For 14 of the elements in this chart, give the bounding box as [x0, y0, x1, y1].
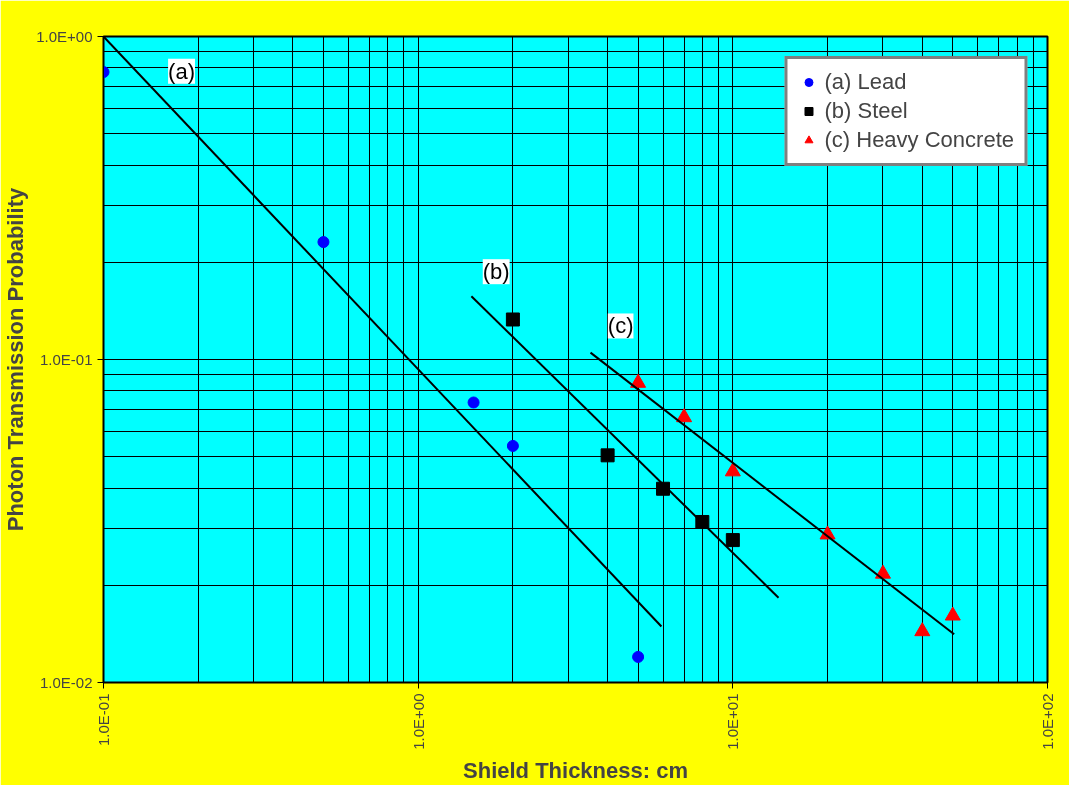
- y-tick-label: 1.0E+00: [36, 28, 93, 45]
- x-axis-title: Shield Thickness: cm: [463, 757, 688, 783]
- y-tick-label: 1.0E-01: [39, 351, 93, 368]
- annotation: (b): [482, 259, 510, 285]
- legend-label: (a) Lead: [824, 69, 907, 95]
- x-tick-label: 1.0E+01: [724, 693, 742, 750]
- annotation: (a): [168, 58, 195, 84]
- annotation: (c): [607, 313, 634, 339]
- y-axis-title: Photon Transmission Probability: [3, 186, 29, 532]
- x-tick-label: 1.0E+00: [409, 693, 427, 750]
- y-tick-label: 1.0E-02: [39, 674, 93, 691]
- x-tick-label: 1.0E+02: [1039, 693, 1056, 750]
- legend-label: (c) Heavy Concrete: [824, 127, 1014, 153]
- legend-label: (b) Steel: [824, 98, 908, 124]
